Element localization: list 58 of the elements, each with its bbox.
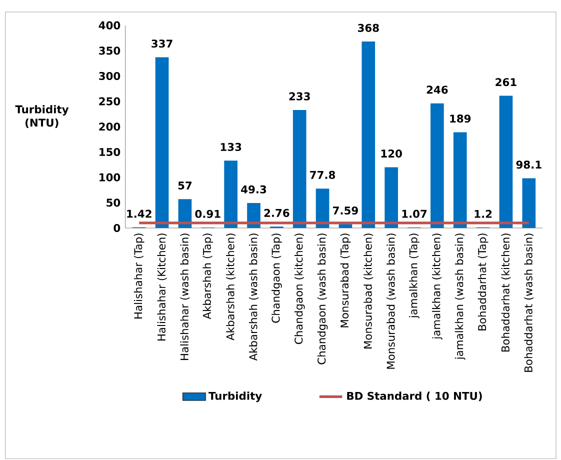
x-tick-label: Chandgaon (wash basin) — [317, 234, 328, 364]
bar — [316, 188, 330, 228]
bar — [499, 96, 513, 228]
legend-label: BD Standard ( 10 NTU) — [347, 392, 482, 402]
y-tick-label: 250 — [99, 97, 120, 106]
y-tick-label: 200 — [99, 122, 120, 131]
bar — [155, 57, 169, 228]
bar — [522, 178, 536, 228]
data-label: 337 — [152, 40, 172, 48]
x-tick-label: jamalkhan (wash basin) — [454, 234, 466, 360]
data-label: 120 — [381, 150, 402, 158]
x-tick-label: Monsurabad (wash basin) — [386, 234, 396, 369]
bar — [362, 42, 376, 228]
x-tick-label: jamalkhan (Tap) — [409, 234, 420, 318]
y-tick-label: 100 — [100, 173, 120, 182]
data-label: 57 — [178, 182, 192, 190]
bar — [384, 167, 398, 228]
x-tick-label: Halishahar (wash basin) — [180, 234, 190, 360]
data-label: 98.1 — [516, 160, 542, 169]
y-tick-label: 150 — [100, 148, 120, 156]
x-tick-label: Halishahar (Tap) — [134, 234, 144, 318]
data-label: 77.8 — [310, 170, 336, 179]
data-label: 1.2 — [474, 210, 492, 218]
y-tick-label: 0 — [114, 224, 120, 232]
data-label: 2.76 — [264, 208, 290, 217]
x-tick-label: Monsurabad (Tap) — [340, 234, 351, 328]
x-tick-label: jamalkhan (kitchen) — [432, 234, 442, 340]
x-tick-label: Akbarshah (Tap) — [202, 234, 214, 320]
y-tick-label: 400 — [98, 21, 120, 30]
x-tick-label: Chandgaon (kitchen) — [294, 234, 305, 344]
data-label: 7.59 — [333, 206, 358, 215]
x-tick-label: Bohaddarhat (Tap) — [478, 234, 488, 330]
legend-label: Turbidity — [208, 392, 262, 402]
y-tick-label: 300 — [99, 72, 120, 80]
bar — [292, 110, 306, 228]
y-tick-label: 350 — [99, 46, 120, 55]
data-label: 261 — [496, 78, 516, 86]
bar — [430, 103, 444, 228]
data-label: 133 — [220, 142, 242, 152]
data-label: 233 — [289, 92, 310, 100]
x-tick-label: Chandgaon (Tap) — [272, 234, 282, 323]
data-label: 1.07 — [402, 210, 427, 218]
x-tick-label: Bohaddarhat (kitchen) — [501, 234, 511, 352]
x-tick-label: Monsurabad (kitchen) — [364, 234, 374, 348]
x-tick-label: Akbarshah (wash basin) — [249, 234, 258, 361]
data-label: 246 — [426, 86, 448, 94]
data-label: 49.3 — [241, 185, 266, 194]
bar — [224, 160, 238, 228]
data-label: 0.91 — [195, 210, 220, 218]
y-axis-title: Turbidity (NTU) — [15, 105, 69, 128]
x-tick-label: Bohaddarhat (wash basin) — [524, 234, 534, 372]
x-tick-label: Halishahar (Kitchen) — [157, 234, 167, 340]
x-tick-label: Akbarshah (kitchen) — [226, 234, 236, 340]
y-tick-label: 50 — [106, 198, 120, 207]
bar — [453, 132, 467, 228]
data-label: 1.42 — [127, 210, 152, 218]
data-label: 368 — [358, 24, 379, 32]
data-label: 189 — [450, 114, 471, 123]
